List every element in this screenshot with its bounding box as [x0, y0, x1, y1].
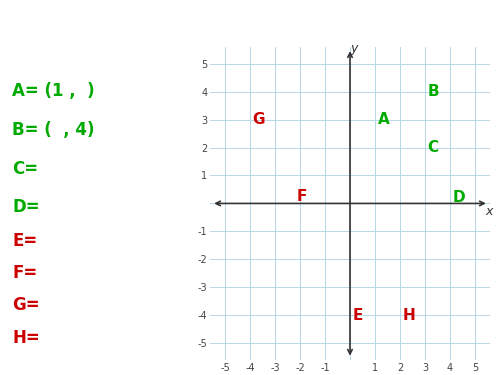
Text: D: D	[452, 190, 465, 206]
Text: F=: F=	[12, 264, 37, 282]
Text: D=: D=	[12, 198, 40, 216]
Text: B: B	[428, 84, 439, 99]
Text: y: y	[351, 42, 358, 55]
Text: A= (1 ,  ): A= (1 , )	[12, 82, 94, 100]
Text: C: C	[428, 140, 438, 155]
Text: A: A	[378, 112, 389, 127]
Text: F: F	[296, 189, 306, 204]
Text: E=: E=	[12, 232, 37, 250]
Text: Find the co-ordinates of the letters below:: Find the co-ordinates of the letters bel…	[62, 11, 438, 29]
Text: H=: H=	[12, 329, 40, 347]
Text: H: H	[402, 308, 415, 323]
Text: B= (  , 4): B= ( , 4)	[12, 121, 94, 139]
Text: E: E	[352, 308, 363, 323]
Text: x: x	[485, 206, 492, 218]
Text: G=: G=	[12, 296, 40, 314]
Text: C=: C=	[12, 160, 38, 178]
Text: G: G	[252, 112, 265, 127]
